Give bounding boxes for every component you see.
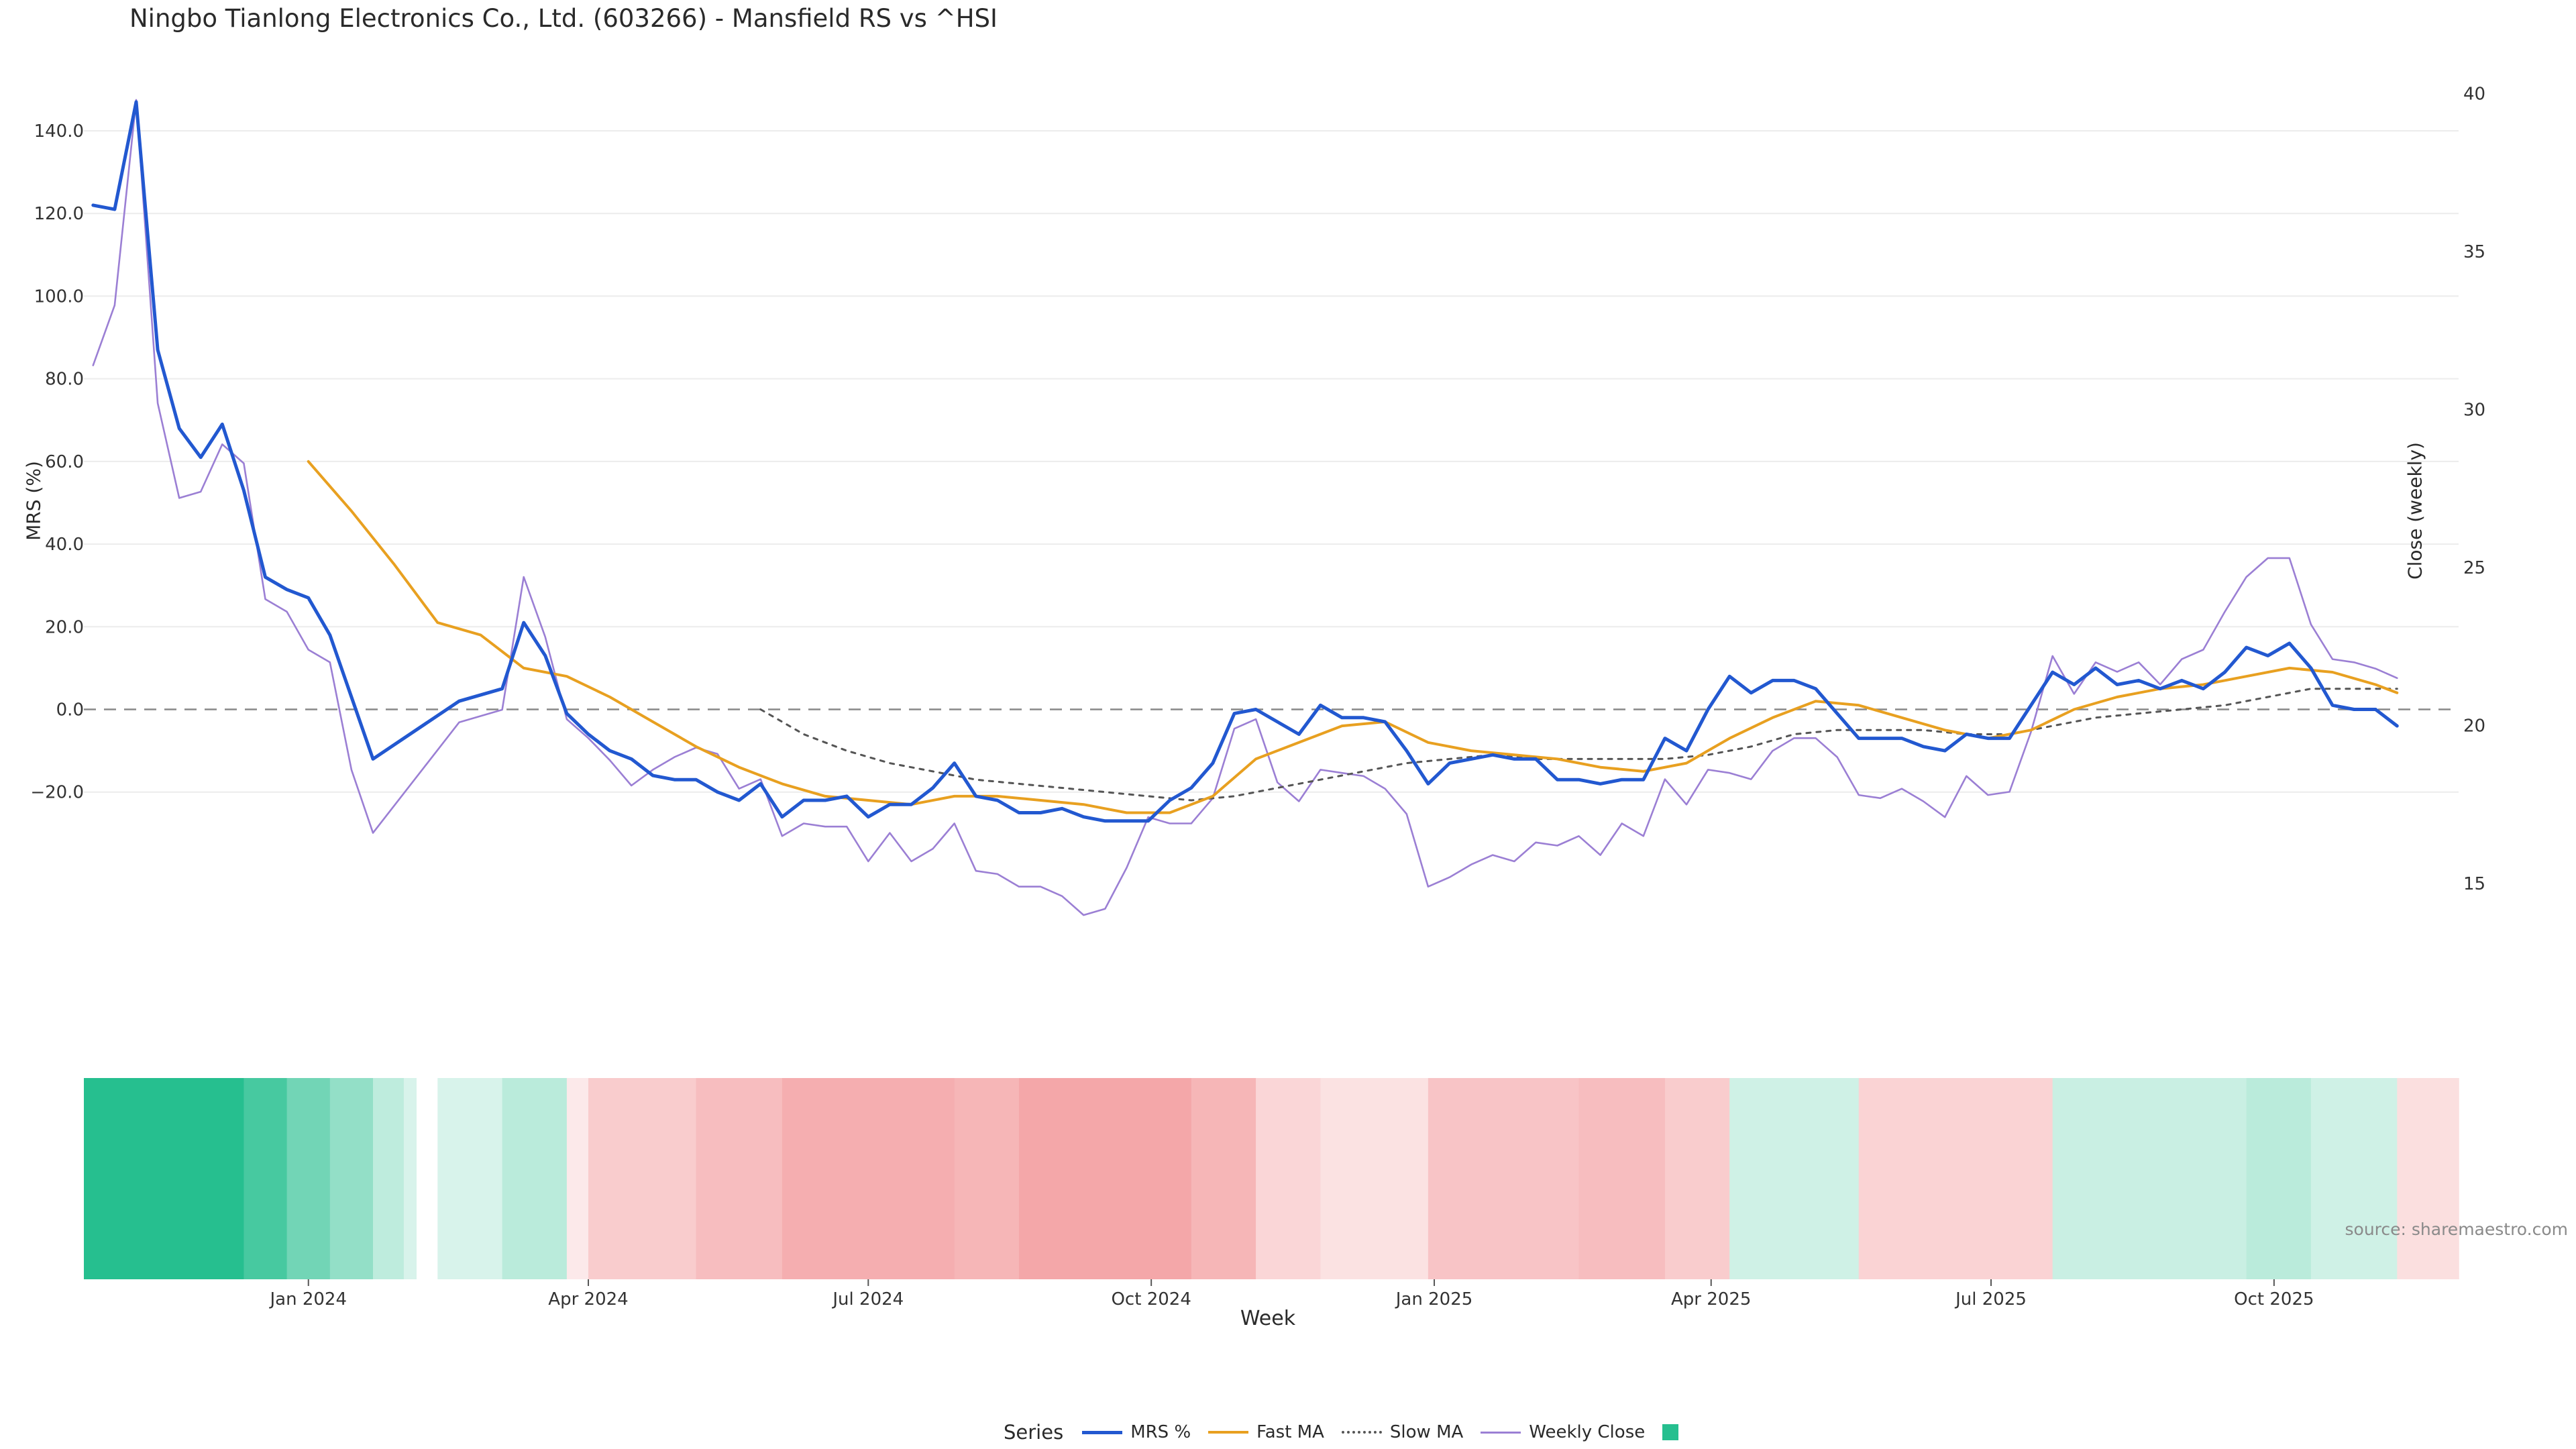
legend-swatch-fast-ma	[1208, 1431, 1249, 1434]
source-note: source: sharemaestro.com	[2345, 1220, 2569, 1239]
heatmap-cell	[1729, 1078, 1860, 1279]
y-right-tick-label: 25	[2463, 558, 2485, 578]
heatmap-cell	[1019, 1078, 1192, 1279]
x-tick-label: Jul 2025	[1954, 1289, 2027, 1309]
heatmap-cell	[782, 1078, 955, 1279]
heatmap-cell	[1858, 1078, 2053, 1279]
mrs-heatmap-band	[84, 1078, 2459, 1279]
heatmap-cell	[1578, 1078, 1666, 1279]
heatmap-cell	[286, 1078, 331, 1279]
legend-swatch-heatmap	[1662, 1424, 1679, 1440]
heatmap-cell	[1428, 1078, 1580, 1279]
series-lines	[91, 99, 2399, 916]
y-left-tick-label: 0.0	[56, 700, 84, 720]
series-line-weekly-close	[92, 99, 2398, 916]
legend-item-heatmap[interactable]	[1662, 1424, 1679, 1440]
legend-swatch-slow-ma	[1341, 1431, 1382, 1434]
heatmap-cell	[1664, 1078, 1730, 1279]
legend-swatch-mrs	[1082, 1430, 1123, 1434]
y-left-tick-label: 60.0	[45, 452, 84, 472]
heatmap-cell	[566, 1078, 589, 1279]
legend-item-fast-ma[interactable]: Fast MA	[1208, 1422, 1324, 1442]
heatmap-cell	[2052, 1078, 2247, 1279]
heatmap-cell	[84, 1078, 245, 1279]
x-tick-label: Apr 2025	[1671, 1289, 1751, 1309]
heatmap-cell	[696, 1078, 783, 1279]
heatmap-cell	[954, 1078, 1020, 1279]
y-left-tick-label: 140.0	[34, 121, 84, 142]
x-axis-label: Week	[1240, 1307, 1296, 1330]
y-right-tick-label: 30	[2463, 400, 2485, 421]
chart-title: Ningbo Tianlong Electronics Co., Ltd. (6…	[129, 4, 998, 33]
y-axis-left-ticks: −20.0 0.0 20.0 40.0 60.0 80.0 100.0 120.0 140.0	[30, 121, 84, 803]
legend-label-weekly-close: Weekly Close	[1529, 1422, 1646, 1442]
x-tick-label: Oct 2024	[1111, 1289, 1191, 1309]
legend-label-mrs: MRS %	[1130, 1422, 1191, 1442]
y-right-tick-label: 15	[2463, 874, 2485, 894]
y-left-tick-label: 100.0	[34, 286, 84, 307]
legend-title: Series	[1004, 1421, 1064, 1444]
x-tick-label: Oct 2025	[2234, 1289, 2314, 1309]
x-axis-ticks: Jan 2024 Apr 2024 Jul 2024 Oct 2024 Jan 2025…	[268, 1279, 2314, 1309]
x-tick-label: Apr 2024	[548, 1289, 628, 1309]
x-tick-label: Jan 2025	[1395, 1289, 1473, 1309]
y-left-tick-label: 20.0	[45, 617, 84, 637]
legend: Series MRS % Fast MA Slow MA Weekly Clos…	[1004, 1419, 1696, 1446]
heatmap-cell	[1320, 1078, 1429, 1279]
heatmap-cell	[403, 1078, 417, 1279]
y-left-tick-label: 40.0	[45, 535, 84, 555]
heatmap-cell	[373, 1078, 405, 1279]
y-right-tick-label: 35	[2463, 242, 2485, 262]
grid	[84, 130, 2459, 793]
y-axis-left-label: MRS (%)	[22, 461, 45, 541]
heatmap-cell	[502, 1078, 568, 1279]
x-tick-label: Jul 2024	[831, 1289, 904, 1309]
heatmap-cell	[2310, 1078, 2398, 1279]
series-line-slow-ma	[759, 688, 2398, 802]
legend-label-slow-ma: Slow MA	[1389, 1422, 1464, 1442]
y-right-tick-label: 40	[2463, 85, 2485, 105]
y-axis-right-ticks: 15 20 25 30 35 40	[2463, 85, 2485, 895]
heatmap-cell	[437, 1078, 503, 1279]
legend-label-fast-ma: Fast MA	[1256, 1422, 1324, 1442]
legend-item-mrs[interactable]: MRS %	[1082, 1422, 1191, 1442]
legend-item-slow-ma[interactable]: Slow MA	[1341, 1422, 1464, 1442]
heatmap-cell	[588, 1078, 697, 1279]
y-left-tick-label: 80.0	[45, 370, 84, 390]
heatmap-cell	[244, 1078, 288, 1279]
y-left-tick-label: 120.0	[34, 204, 84, 224]
x-tick-label: Jan 2024	[268, 1289, 347, 1309]
heatmap-cell	[2397, 1078, 2459, 1279]
heatmap-cell	[2246, 1078, 2312, 1279]
y-axis-right-label: Close (weekly)	[2404, 442, 2426, 580]
y-right-tick-label: 20	[2463, 716, 2485, 737]
heatmap-cell	[329, 1078, 374, 1279]
heatmap-cell	[1191, 1078, 1256, 1279]
heatmap-cell	[1256, 1078, 1322, 1279]
y-left-tick-label: −20.0	[30, 783, 84, 803]
legend-item-weekly-close[interactable]: Weekly Close	[1481, 1422, 1645, 1442]
series-line-mrs	[91, 100, 2399, 823]
legend-swatch-weekly-close	[1481, 1431, 1521, 1434]
series-line-fast-ma	[307, 460, 2399, 814]
